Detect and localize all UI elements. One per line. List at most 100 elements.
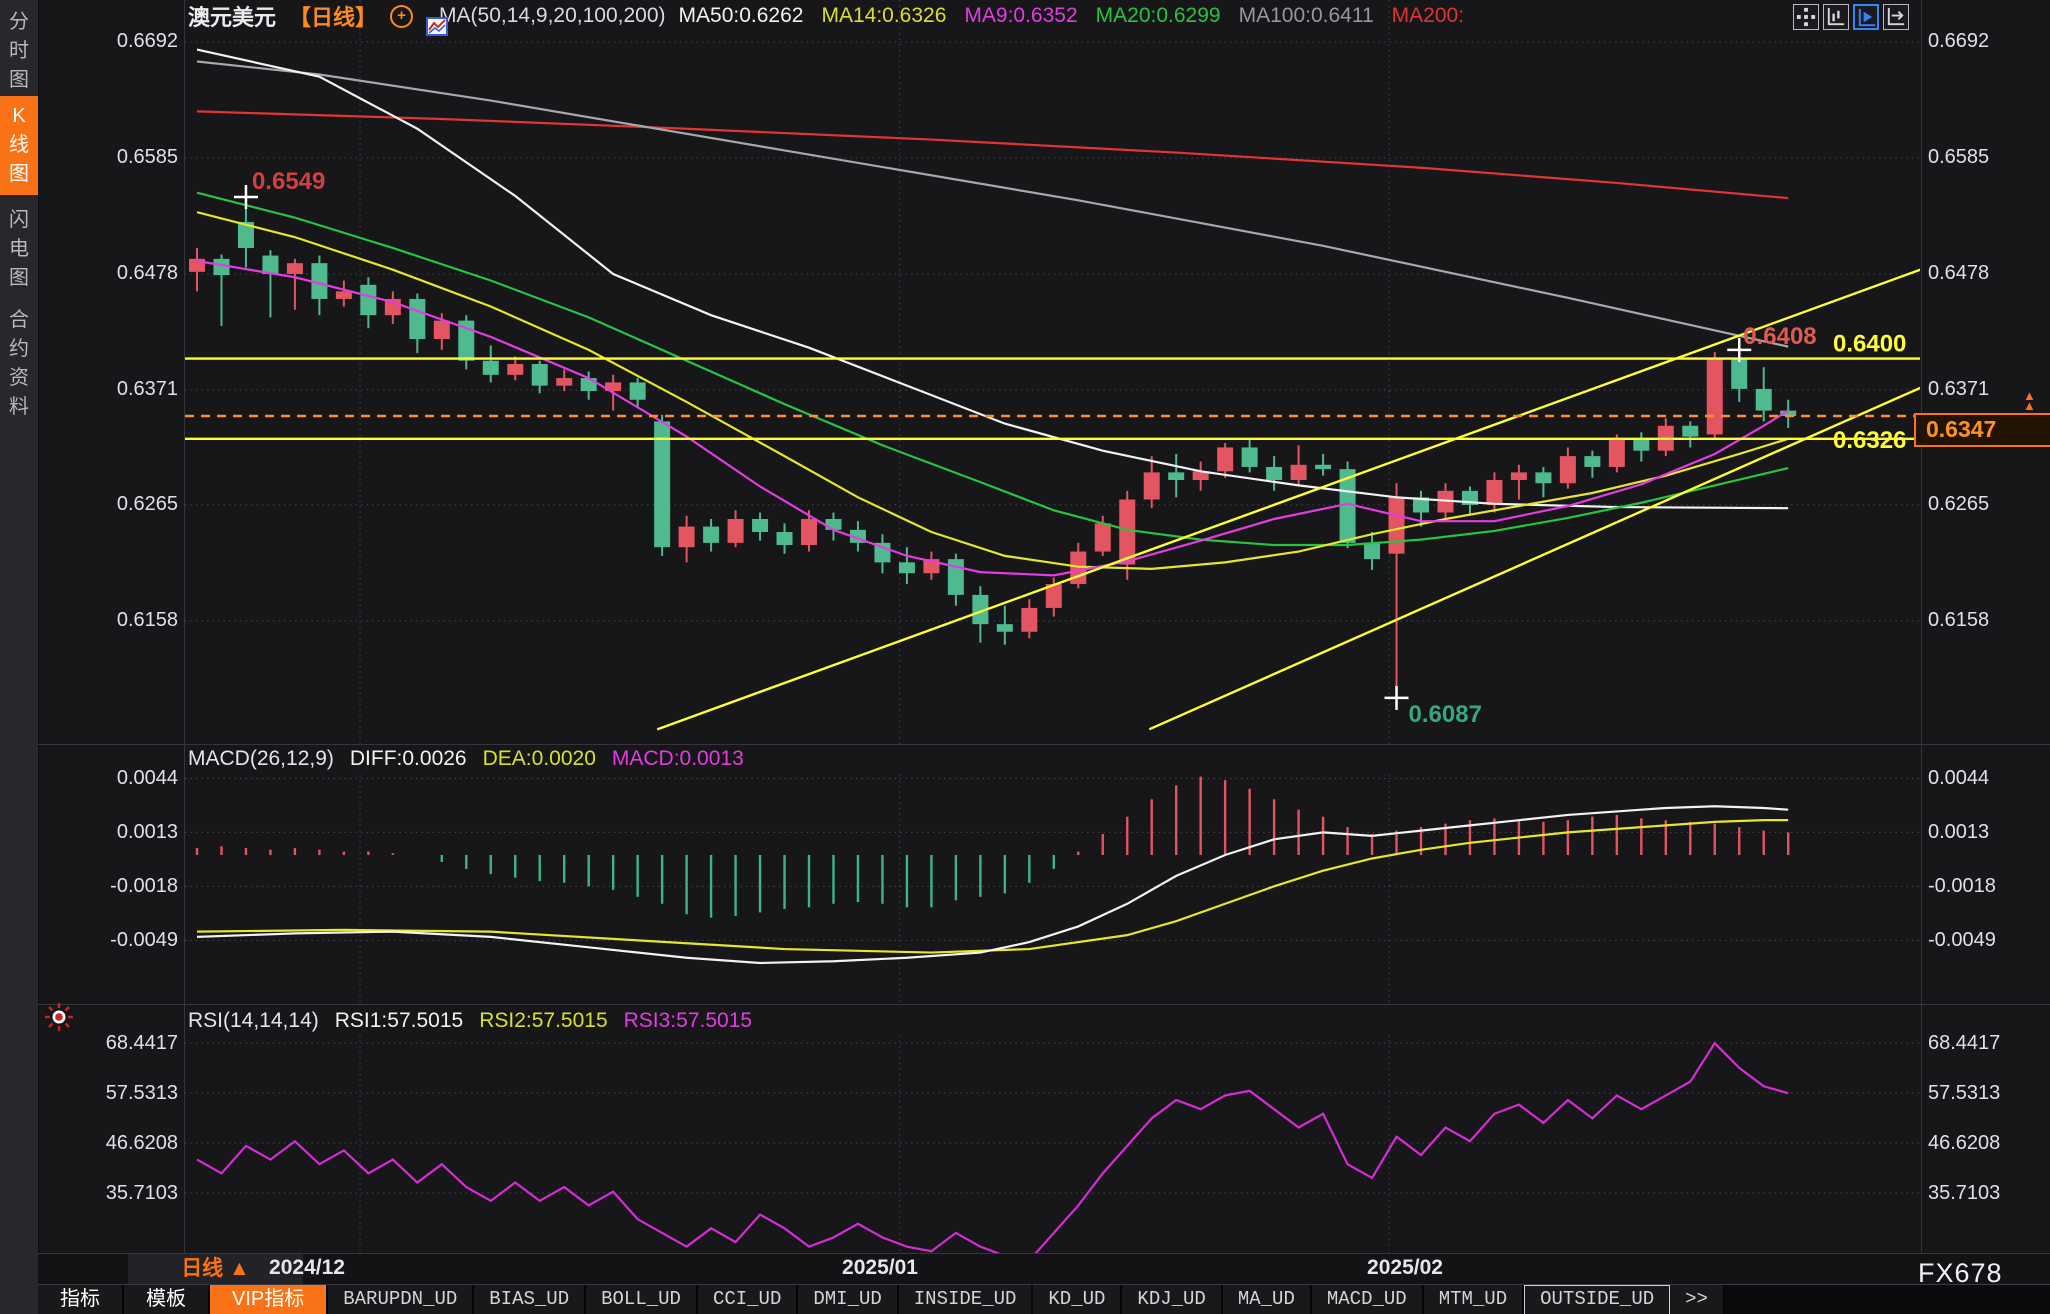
panel-separator <box>38 1004 2050 1005</box>
timeframe-selector[interactable]: 日线 ▲ <box>128 1254 303 1284</box>
rsi-axis-label: 46.6208 <box>1928 1132 2001 1154</box>
tab-BOLL_UD[interactable]: BOLL_UD <box>586 1285 698 1314</box>
ma-legend-item: MA20:0.6299 <box>1095 4 1221 27</box>
annotation-support: 0.6326 <box>1833 427 1906 454</box>
price-axis-label: 0.6158 <box>1928 608 1990 631</box>
macd-axis-label: 0.0013 <box>116 821 178 844</box>
annotation-swing-high: 0.6549 <box>252 168 325 195</box>
sidebar-item-4[interactable]: 合约资料 <box>9 309 29 418</box>
tab-CCI_UD[interactable]: CCI_UD <box>697 1285 799 1314</box>
ma-legend-item: MA14:0.6326 <box>821 4 947 27</box>
diff-line <box>196 805 1789 965</box>
axis-export-icon[interactable] <box>1883 4 1909 30</box>
add-compare-icon[interactable]: + <box>390 4 414 28</box>
macd-axis-label: -0.0018 <box>110 875 178 898</box>
tab-指标[interactable]: 指标 <box>38 1285 124 1314</box>
last-price-box: 0.6347 <box>1914 413 2050 447</box>
price-axis-label: 0.6478 <box>1928 261 1990 284</box>
rsi-axis-label: 57.5313 <box>105 1082 178 1104</box>
sidebar-item-3[interactable]: 闪电图 <box>9 209 29 289</box>
macd-axis-label: -0.0018 <box>1928 875 1996 898</box>
tab-模板[interactable]: 模板 <box>124 1285 210 1314</box>
rsi-legend-item: RSI3:57.5015 <box>623 1009 753 1032</box>
macd-histogram <box>195 776 1790 918</box>
ma-legend-item: MA9:0.6352 <box>964 4 1078 27</box>
sidebar-item-2[interactable]: K线图 <box>0 96 38 195</box>
indicator-tab-bar: 指标 模板 VIP指标 BARUPDN_UD BIAS_UD BOLL_UD CCI_UD D… <box>38 1284 2050 1314</box>
price-marker-cross <box>233 185 258 210</box>
macd-legend-item: DEA:0.0020 <box>482 747 596 770</box>
rsi-axis-label: 68.4417 <box>105 1032 178 1054</box>
tab-VIP指标[interactable]: VIP指标 <box>210 1285 329 1314</box>
macd-axis-label: 0.0044 <box>1928 767 1990 790</box>
rsi-axis-label: 46.6208 <box>105 1132 178 1154</box>
tab-KDJ_UD[interactable]: KDJ_UD <box>1122 1285 1223 1314</box>
tab-OUTSIDE_UD[interactable]: OUTSIDE_UD <box>1524 1285 1671 1314</box>
chart-titlebar: 澳元美元 【日线】 + MA(50,14,9,20,100,200) MA50:… <box>188 2 1464 36</box>
price-axis-label: 0.6265 <box>116 492 178 515</box>
rsi-line <box>196 1041 1789 1253</box>
rsi-axis-label: 68.4417 <box>1928 1032 2001 1054</box>
price-marker-cross <box>1727 337 1752 362</box>
ma-line-ma100 <box>196 60 1789 348</box>
plot-left-border <box>184 0 185 1254</box>
macd-legend-item: MACD:0.0013 <box>611 747 744 770</box>
tab-KD_UD[interactable]: KD_UD <box>1033 1285 1123 1314</box>
rsi-title: RSI(14,14,14) <box>188 1009 319 1032</box>
macd-axis-label: -0.0049 <box>110 929 178 952</box>
plot-right-border <box>1921 0 1922 1254</box>
ma-line-ma50 <box>196 48 1789 510</box>
tab-DMI_UD[interactable]: DMI_UD <box>798 1285 899 1314</box>
tab-BIAS_UD[interactable]: BIAS_UD <box>474 1285 587 1314</box>
price-axis-label: 0.6692 <box>116 30 178 52</box>
annotation-resistance: 0.6400 <box>1833 331 1906 358</box>
price-axis-label: 0.6265 <box>1928 492 1990 515</box>
tab-INSIDE_UD[interactable]: INSIDE_UD <box>898 1285 1034 1314</box>
annotation-recent-high: 0.6408 <box>1743 323 1816 350</box>
macd-chart[interactable] <box>185 775 1920 1003</box>
ma-line-ma14 <box>196 211 1789 570</box>
date-label: 2025/02 <box>1367 1256 1443 1279</box>
ma-params: MA(50,14,9,20,100,200) <box>439 4 666 27</box>
sidebar-item-1[interactable]: 分时图 <box>9 11 29 91</box>
ma-legend-item: MA200: <box>1391 4 1465 27</box>
rsi-legend: RSI(14,14,14) RSI1:57.5015 RSI2:57.5015 RS… <box>188 1008 752 1034</box>
panel-separator <box>38 744 2050 745</box>
rsi-axis-label: 57.5313 <box>1928 1082 2001 1104</box>
period-label: 【日线】 <box>289 5 378 30</box>
ma-legend-item: MA100:0.6411 <box>1238 4 1374 27</box>
price-marker-cross <box>1384 685 1409 710</box>
tab-MACD_UD[interactable]: MACD_UD <box>1311 1285 1424 1314</box>
rsi-chart[interactable] <box>185 1035 1920 1253</box>
rsi-axis-label: 35.7103 <box>1928 1182 2001 1204</box>
ma-line-ma20 <box>196 191 1789 547</box>
trendline <box>656 268 1920 731</box>
price-axis-label: 0.6692 <box>1928 30 1990 52</box>
axis-scale-icon[interactable] <box>1823 4 1849 30</box>
tab->>[interactable]: >> <box>1670 1285 1725 1314</box>
macd-axis-label: -0.0049 <box>1928 929 1996 952</box>
pan-crosshair-icon[interactable] <box>1793 4 1819 30</box>
macd-legend: MACD(26,12,9) DIFF:0.0026 DEA:0.0020 MACD:… <box>188 746 744 772</box>
axis-play-icon[interactable] <box>1853 4 1879 30</box>
price-axis-label: 0.6158 <box>116 608 178 631</box>
sidebar: 分时图 K线图闪电图合约资料 <box>0 0 39 1314</box>
price-up-arrows-icon: ▲ ▲ <box>2023 388 2036 413</box>
price-axis-label: 0.6478 <box>116 261 178 284</box>
ma-legend: MA50:0.6262 MA14:0.6326 MA9:0.6352 MA20:0.6… <box>679 4 1464 28</box>
rsi-legend-item: RSI2:57.5015 <box>479 1009 608 1032</box>
main-price-chart[interactable]: 0.6549 0.6087 0.6408 0.6400 0.6326 <box>185 0 1920 745</box>
tab-MA_UD[interactable]: MA_UD <box>1222 1285 1312 1314</box>
dea-line <box>196 819 1789 954</box>
symbol-name: 澳元美元 <box>188 5 277 30</box>
tab-MTM_UD[interactable]: MTM_UD <box>1423 1285 1525 1314</box>
tab-BARUPDN_UD[interactable]: BARUPDN_UD <box>328 1285 475 1314</box>
macd-axis-label: 0.0013 <box>1928 821 1990 844</box>
date-label: 2025/01 <box>842 1256 918 1279</box>
price-axis-label: 0.6585 <box>1928 145 1990 168</box>
candlesticks <box>189 197 1797 698</box>
ma-line-ma200 <box>196 110 1789 200</box>
date-label: 2024/12 <box>269 1256 345 1279</box>
macd-axis-label: 0.0044 <box>116 767 178 790</box>
